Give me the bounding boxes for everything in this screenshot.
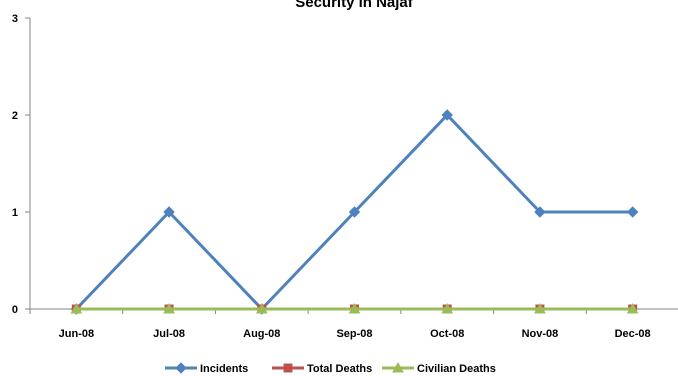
x-tick-label: Aug-08 — [243, 328, 280, 340]
data-point — [441, 302, 454, 314]
y-tick-label: 2 — [12, 110, 18, 122]
legend-swatch-marker — [392, 361, 404, 373]
legend-swatch-marker — [283, 363, 293, 373]
y-tick-label: 3 — [12, 13, 18, 25]
series-layer — [70, 109, 639, 315]
data-point — [163, 302, 175, 314]
legend-item: Civilian Deaths — [382, 361, 496, 375]
x-tick-label: Nov-08 — [522, 328, 559, 340]
data-point — [534, 206, 546, 218]
legend-item: Incidents — [165, 362, 248, 375]
x-tick-label: Jun-08 — [59, 328, 94, 340]
series-incidents — [70, 109, 639, 315]
legend-swatch-marker — [175, 362, 187, 374]
data-point — [441, 109, 453, 121]
y-tick-label: 0 — [12, 304, 18, 316]
series-civilian-deaths — [70, 302, 639, 314]
legend-item: Total Deaths — [272, 363, 372, 375]
data-point — [348, 302, 361, 314]
y-tick-label: 1 — [12, 207, 18, 219]
legend-label: Total Deaths — [307, 363, 372, 375]
legend-label: Incidents — [200, 363, 248, 375]
x-tick-label: Oct-08 — [430, 328, 464, 340]
legend-label: Civilian Deaths — [417, 363, 496, 375]
x-tick-label: Sep-08 — [336, 328, 372, 340]
x-axis-ticks: Jun-08 Jul-08 Aug-08 Sep-08 Oct-08 Nov-08 Dec-… — [29, 309, 651, 340]
data-point — [255, 302, 268, 314]
x-tick-label: Dec-08 — [615, 328, 651, 340]
legend: Incidents Total Deaths Civilian Deaths — [165, 361, 496, 375]
x-tick-label: Jul-08 — [153, 328, 185, 340]
chart-title: Security in Najaf — [295, 0, 414, 11]
data-point — [534, 302, 546, 314]
data-point — [626, 206, 639, 218]
data-point — [626, 302, 639, 314]
data-point — [348, 206, 361, 218]
data-point — [163, 206, 175, 218]
y-axis-ticks: 0 1 2 3 — [12, 13, 30, 316]
data-point — [70, 302, 83, 314]
